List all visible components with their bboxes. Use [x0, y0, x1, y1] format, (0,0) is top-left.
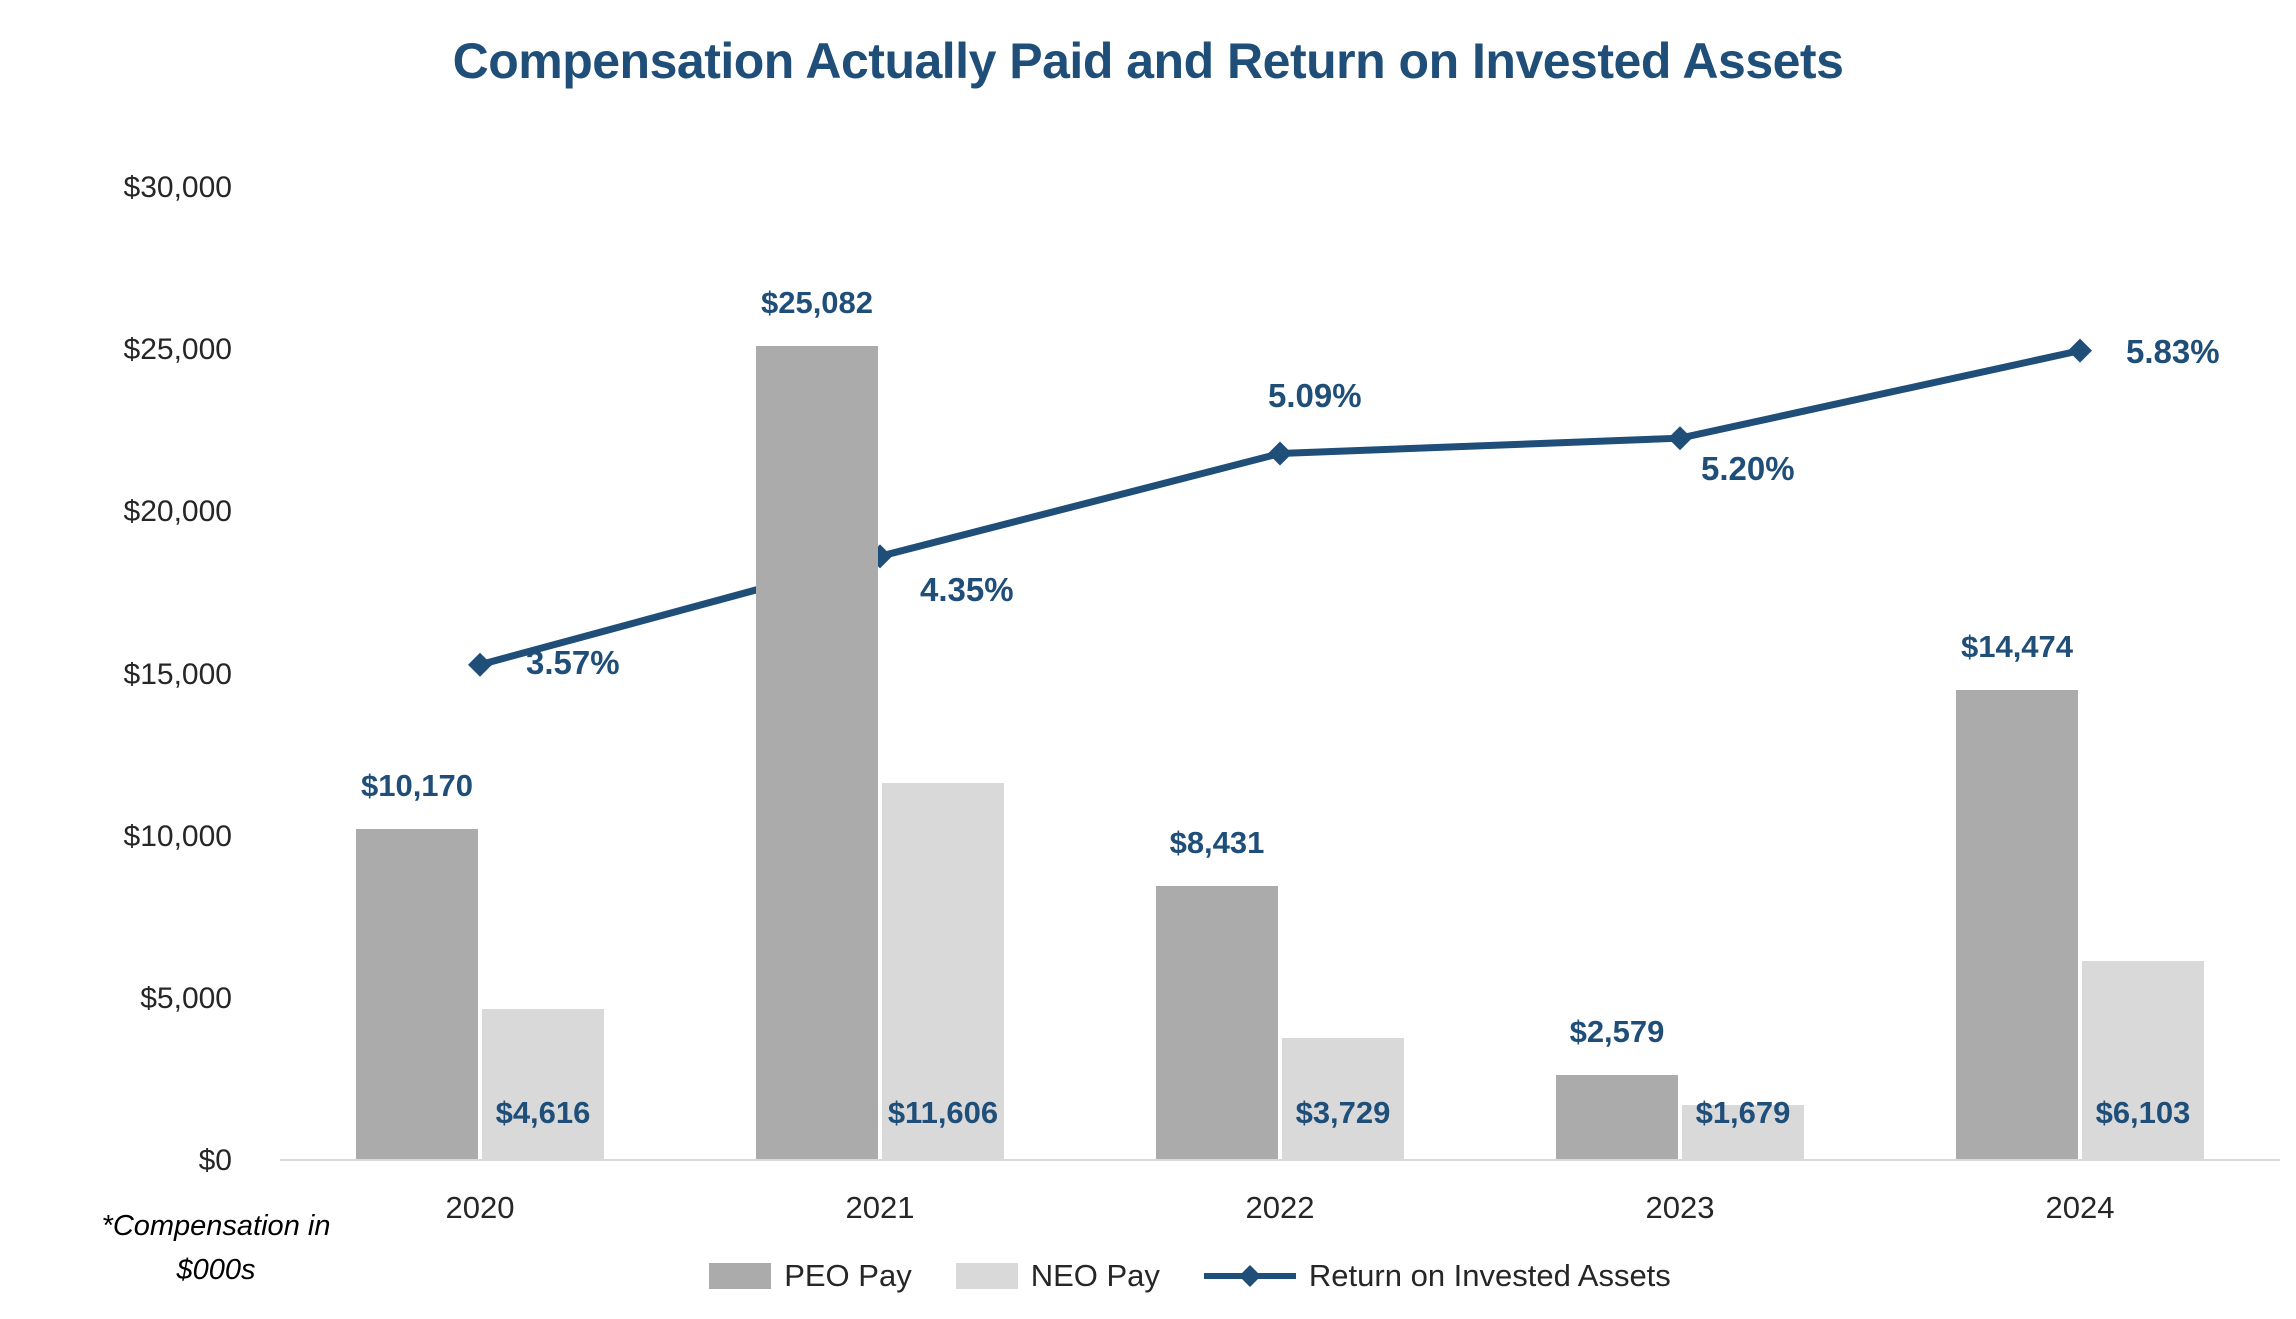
- neo-value-label: $11,606: [887, 1095, 999, 1130]
- x-category-label: 2024: [2045, 1190, 2115, 1225]
- x-axis: 2020 2021 2022 2023 2024: [280, 1186, 2280, 1234]
- bar-peo: [756, 345, 878, 1159]
- bar-neo: [1282, 1038, 1404, 1159]
- x-category-label: 2022: [1245, 1190, 1315, 1225]
- line-value-label: 5.83%: [2126, 332, 2220, 370]
- legend: PEO Pay NEO Pay Return on Invested Assets: [0, 1258, 2296, 1294]
- peo-value-label: $2,579: [1569, 1014, 1665, 1050]
- legend-item: PEO Pay: [709, 1258, 912, 1294]
- bar-neo: [482, 1009, 604, 1159]
- bar-neo: [1682, 1104, 1804, 1159]
- legend-swatch-icon: [709, 1263, 772, 1289]
- legend-swatch-icon: [955, 1263, 1018, 1289]
- legend-line-marker-icon: [1203, 1265, 1296, 1287]
- legend-item: Return on Invested Assets: [1203, 1258, 1671, 1294]
- legend-label: PEO Pay: [784, 1258, 912, 1293]
- y-tick-label: $20,000: [123, 495, 232, 529]
- bar-peo: [356, 829, 478, 1159]
- legend-label: Return on Invested Assets: [1308, 1258, 1671, 1293]
- y-tick-label: $0: [198, 1144, 232, 1177]
- peo-value-label: $25,082: [760, 284, 874, 320]
- bar-peo: [1956, 689, 2078, 1159]
- peo-value-label: $14,474: [1960, 628, 2074, 664]
- y-tick-label: $15,000: [123, 657, 232, 691]
- y-tick-label: $25,000: [123, 333, 232, 367]
- y-tick-label: $30,000: [123, 171, 232, 204]
- bar-peo: [1156, 885, 1278, 1159]
- footnote: *Compensation in $000s: [101, 1210, 331, 1286]
- line-value-label: 3.57%: [526, 643, 620, 681]
- neo-value-label: $1,679: [1695, 1095, 1791, 1130]
- peo-value-label: $10,170: [360, 768, 474, 804]
- bar-neo: [882, 782, 1004, 1159]
- legend-item: NEO Pay: [955, 1258, 1160, 1294]
- y-axis: $0 $5,000 $10,000 $15,000 $20,000 $25,000 $30,…: [0, 173, 232, 1176]
- line-marker-diamond: [2068, 338, 2092, 363]
- line-value-label: 5.09%: [1268, 377, 1362, 415]
- line-marker-diamond: [1668, 426, 1692, 451]
- neo-value-label: $6,103: [2095, 1095, 2191, 1130]
- chart-title: Compensation Actually Paid and Return on…: [452, 33, 1844, 89]
- legend-label: NEO Pay: [1030, 1258, 1160, 1293]
- x-category-label: 2020: [445, 1190, 515, 1225]
- peo-value-label: $8,431: [1169, 824, 1265, 860]
- bar-peo: [1556, 1075, 1678, 1159]
- y-tick-label: $5,000: [140, 981, 232, 1015]
- x-category-label: 2023: [1645, 1190, 1715, 1225]
- bar-neo: [2082, 961, 2204, 1159]
- line-marker-diamond: [1268, 441, 1292, 466]
- plot-area: $10,170 $4,616 $25,082 $11,606 $8,431 $3,729 $…: [280, 188, 2280, 1161]
- line-value-label: 5.20%: [1701, 450, 1795, 488]
- y-tick-label: $10,000: [123, 819, 232, 853]
- line-marker-diamond: [468, 652, 492, 677]
- x-category-label: 2021: [845, 1190, 915, 1225]
- line-value-label: 4.35%: [920, 571, 1014, 609]
- neo-value-label: $3,729: [1295, 1095, 1391, 1130]
- neo-value-label: $4,616: [495, 1095, 591, 1130]
